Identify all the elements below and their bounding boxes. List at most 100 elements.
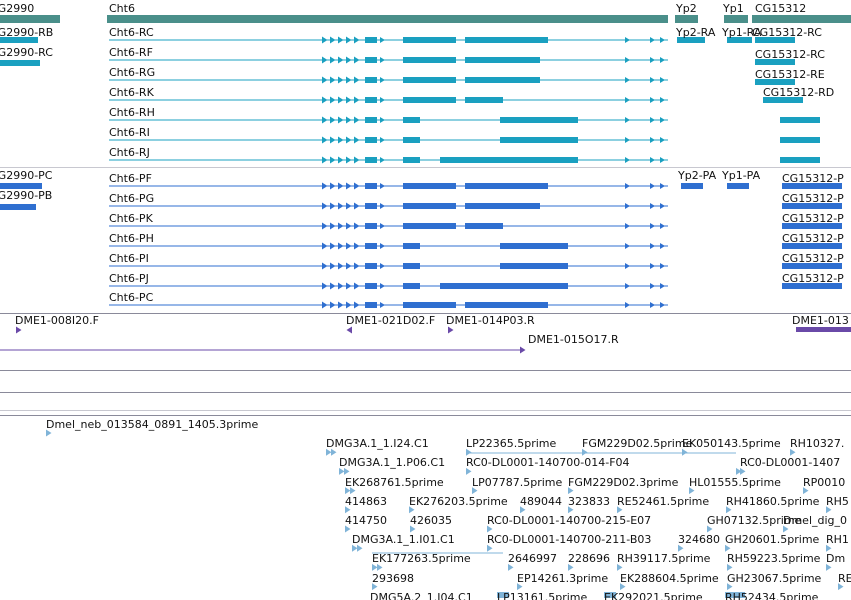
- exon-arrow[interactable]: [650, 283, 655, 289]
- est-label[interactable]: RC0-DL0001-140700-211-B03: [487, 533, 652, 547]
- est-glyph[interactable]: [331, 448, 337, 456]
- transcript-label[interactable]: Yp1-RA: [722, 26, 762, 39]
- exon-arrow[interactable]: [330, 182, 336, 190]
- est-glyph[interactable]: [726, 506, 732, 514]
- exon-block[interactable]: [403, 183, 456, 189]
- exon-arrow[interactable]: [338, 282, 344, 290]
- est-label[interactable]: HL01555.5prime: [689, 475, 781, 489]
- exon-block[interactable]: [403, 203, 456, 209]
- est-glyph[interactable]: [345, 506, 351, 514]
- clone-end-glyph[interactable]: [16, 326, 22, 334]
- exon-block[interactable]: [403, 137, 420, 143]
- exon-arrow[interactable]: [322, 96, 328, 104]
- exon-arrow[interactable]: [660, 97, 665, 103]
- gene-span[interactable]: [0, 15, 60, 23]
- transcript-label[interactable]: Cht6-RI: [109, 126, 150, 139]
- exon-block[interactable]: [500, 243, 568, 249]
- exon-block[interactable]: [780, 137, 820, 143]
- est-glyph[interactable]: [826, 544, 832, 552]
- est-label[interactable]: RP0010: [803, 475, 846, 489]
- exon-arrow[interactable]: [346, 222, 352, 230]
- est-glyph[interactable]: [727, 583, 733, 591]
- est-label[interactable]: RH10327.: [790, 437, 845, 451]
- exon-arrow[interactable]: [346, 36, 352, 44]
- exon-arrow[interactable]: [660, 37, 665, 43]
- transcript-label[interactable]: CG15312-P: [782, 252, 844, 265]
- exon-arrow[interactable]: [338, 262, 344, 270]
- est-glyph[interactable]: [345, 525, 351, 533]
- gene-label[interactable]: Yp2: [676, 2, 697, 15]
- exon-arrow[interactable]: [660, 157, 665, 163]
- exon-block[interactable]: [465, 77, 540, 83]
- transcript-label[interactable]: CG15312-RD: [763, 86, 835, 99]
- est-glyph[interactable]: [838, 583, 844, 591]
- exon-block[interactable]: [782, 203, 842, 209]
- clone-end-glyph[interactable]: [346, 326, 353, 334]
- est-glyph[interactable]: [568, 563, 574, 571]
- exon-arrow[interactable]: [338, 116, 344, 124]
- exon-arrow[interactable]: [650, 243, 655, 249]
- transcript-label[interactable]: Cht6-PJ: [109, 272, 149, 285]
- exon-arrow[interactable]: [625, 137, 630, 143]
- gene-span[interactable]: [107, 15, 668, 23]
- exon-arrow[interactable]: [330, 282, 336, 290]
- exon-block[interactable]: [755, 37, 795, 43]
- exon-arrow[interactable]: [380, 117, 385, 123]
- exon-block[interactable]: [727, 183, 749, 189]
- exon-arrow[interactable]: [625, 57, 630, 63]
- exon-arrow[interactable]: [330, 222, 336, 230]
- est-label[interactable]: LP07787.5prime: [472, 475, 563, 489]
- exon-arrow[interactable]: [650, 57, 655, 63]
- exon-arrow[interactable]: [660, 77, 665, 83]
- exon-arrow[interactable]: [338, 96, 344, 104]
- est-glyph[interactable]: [826, 563, 832, 571]
- clone-label[interactable]: DME1-015O17.R: [528, 333, 619, 346]
- exon-arrow[interactable]: [625, 283, 630, 289]
- exon-arrow[interactable]: [650, 203, 655, 209]
- est-label[interactable]: LP22365.5prime: [466, 437, 557, 451]
- exon-arrow[interactable]: [625, 302, 630, 308]
- est-label[interactable]: DMG5A.2_1.J04.C1: [370, 590, 473, 600]
- exon-block[interactable]: [365, 97, 377, 103]
- exon-arrow[interactable]: [660, 57, 665, 63]
- exon-arrow[interactable]: [330, 301, 336, 309]
- exon-arrow[interactable]: [354, 182, 360, 190]
- exon-arrow[interactable]: [322, 202, 328, 210]
- exon-block[interactable]: [465, 203, 540, 209]
- clone-label[interactable]: DME1-021D02.F: [346, 314, 436, 327]
- gene-span[interactable]: [724, 15, 748, 23]
- exon-block[interactable]: [403, 263, 420, 269]
- est-glyph[interactable]: [689, 487, 695, 495]
- exon-arrow[interactable]: [625, 243, 630, 249]
- exon-arrow[interactable]: [354, 202, 360, 210]
- exon-arrow[interactable]: [660, 117, 665, 123]
- exon-arrow[interactable]: [346, 156, 352, 164]
- exon-arrow[interactable]: [650, 137, 655, 143]
- est-glyph[interactable]: [487, 525, 493, 533]
- exon-arrow[interactable]: [346, 116, 352, 124]
- transcript-label[interactable]: CG15312-P: [782, 272, 844, 285]
- est-label[interactable]: RC0-DL0001-1407: [740, 456, 841, 470]
- exon-arrow[interactable]: [625, 77, 630, 83]
- exon-block[interactable]: [500, 117, 578, 123]
- transcript-label[interactable]: Yp1-PA: [722, 169, 761, 182]
- est-glyph[interactable]: [803, 487, 809, 495]
- est-glyph[interactable]: [736, 467, 742, 475]
- exon-arrow[interactable]: [330, 156, 336, 164]
- exon-arrow[interactable]: [338, 222, 344, 230]
- exon-arrow[interactable]: [330, 36, 336, 44]
- exon-arrow[interactable]: [380, 203, 385, 209]
- est-block[interactable]: [497, 592, 509, 598]
- exon-arrow[interactable]: [380, 283, 385, 289]
- est-label[interactable]: 323833: [568, 494, 610, 508]
- gene-span[interactable]: [752, 15, 851, 23]
- exon-block[interactable]: [365, 37, 377, 43]
- exon-arrow[interactable]: [380, 77, 385, 83]
- exon-arrow[interactable]: [338, 182, 344, 190]
- est-label[interactable]: 2646997: [508, 552, 557, 566]
- transcript-label[interactable]: CG15312-P: [782, 212, 844, 225]
- exon-arrow[interactable]: [322, 136, 328, 144]
- exon-arrow[interactable]: [660, 183, 665, 189]
